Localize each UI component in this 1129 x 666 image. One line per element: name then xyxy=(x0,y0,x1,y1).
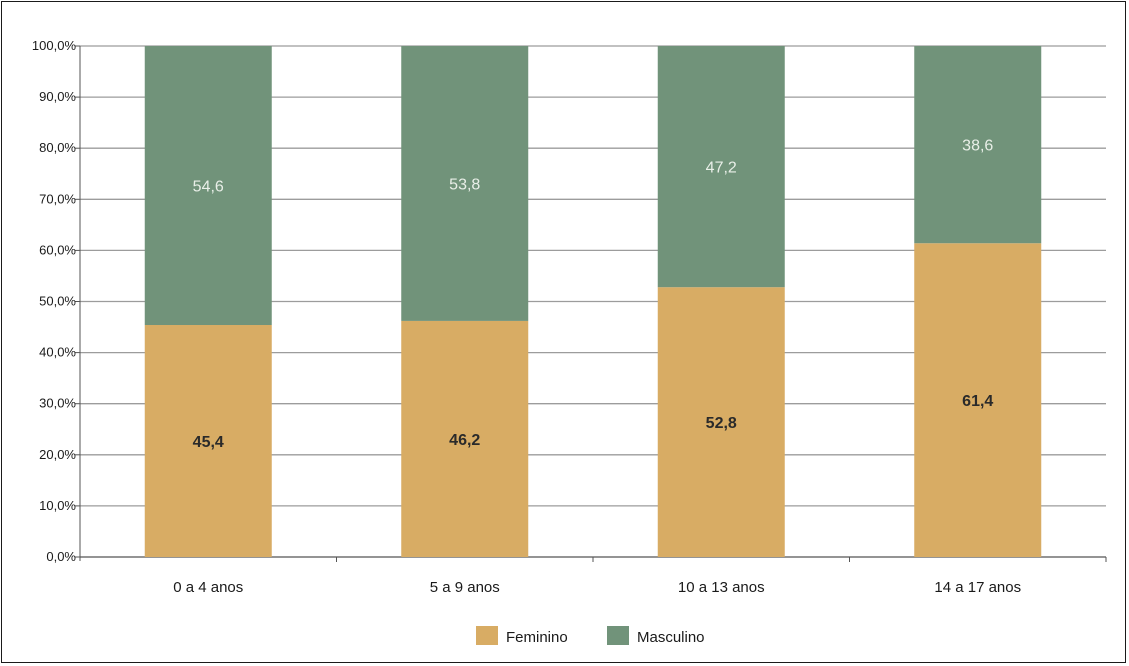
legend-label-masculino: Masculino xyxy=(637,629,705,646)
data-label: 52,8 xyxy=(706,415,737,432)
y-tick-label: 40,0% xyxy=(39,345,76,360)
data-label: 54,6 xyxy=(193,179,224,196)
y-tick-label: 50,0% xyxy=(39,294,76,309)
bar-feminino xyxy=(657,287,785,557)
bar-feminino xyxy=(144,325,272,557)
y-tick-label: 80,0% xyxy=(39,140,76,155)
y-tick-label: 100,0% xyxy=(32,38,77,53)
y-tick-label: 60,0% xyxy=(39,242,76,257)
x-tick-label: 14 a 17 anos xyxy=(934,579,1021,596)
bar-feminino xyxy=(914,243,1042,557)
y-tick-label: 90,0% xyxy=(39,89,76,104)
y-tick-label: 10,0% xyxy=(39,498,76,513)
legend-swatch-feminino xyxy=(476,626,498,645)
bar-feminino xyxy=(401,320,529,557)
data-label: 38,6 xyxy=(962,138,993,155)
x-tick-label: 0 a 4 anos xyxy=(173,579,243,596)
y-tick-label: 70,0% xyxy=(39,191,76,206)
data-label: 47,2 xyxy=(706,160,737,177)
bar-masculino xyxy=(401,46,529,321)
y-tick-label: 0,0% xyxy=(46,549,76,564)
data-label: 46,2 xyxy=(449,432,480,449)
legend-swatch-masculino xyxy=(607,626,629,645)
y-tick-label: 20,0% xyxy=(39,447,76,462)
bar-masculino xyxy=(657,46,785,288)
data-label: 61,4 xyxy=(962,393,993,410)
bar-masculino xyxy=(144,46,272,326)
data-label: 45,4 xyxy=(193,434,224,451)
data-label: 53,8 xyxy=(449,176,480,193)
x-tick-label: 5 a 9 anos xyxy=(430,579,500,596)
bar-masculino xyxy=(914,46,1042,244)
y-tick-label: 30,0% xyxy=(39,396,76,411)
legend-label-feminino: Feminino xyxy=(506,629,568,646)
x-tick-label: 10 a 13 anos xyxy=(678,579,765,596)
